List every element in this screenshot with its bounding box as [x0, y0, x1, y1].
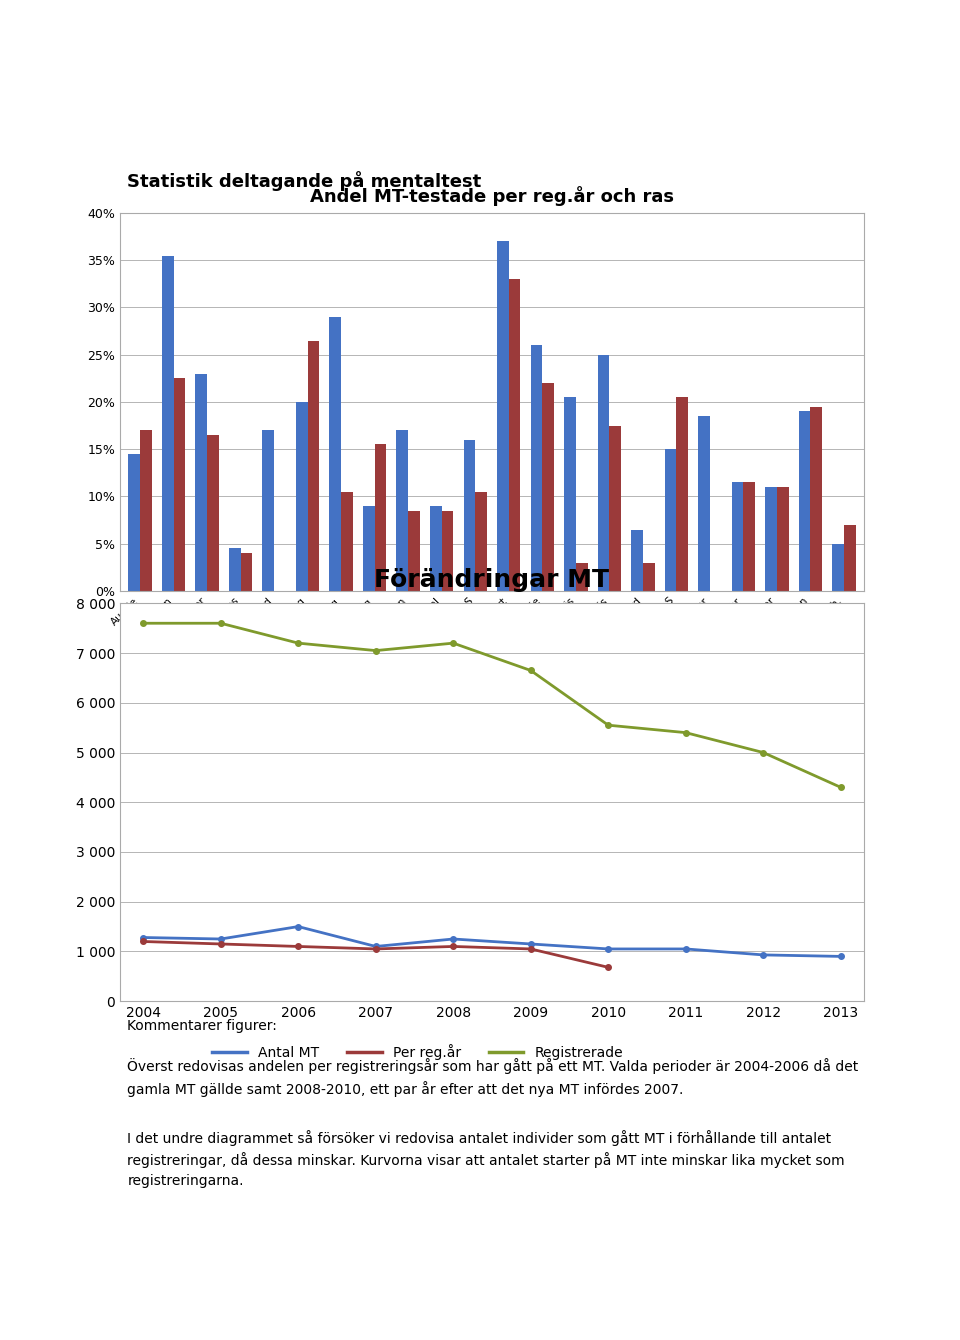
Bar	[162, 256, 174, 591]
Bar	[564, 397, 576, 591]
Bar	[396, 430, 408, 591]
Bar	[542, 383, 554, 591]
Title: Andel MT-testade per reg.år och ras: Andel MT-testade per reg.år och ras	[310, 186, 674, 206]
Bar	[643, 563, 655, 591]
Bar	[307, 340, 320, 591]
Bar	[228, 548, 241, 591]
Bar	[430, 507, 442, 591]
Bar	[576, 563, 588, 591]
Bar	[129, 454, 140, 591]
Bar	[743, 482, 756, 591]
Bar	[262, 430, 275, 591]
Text: Kommentarer figurer:: Kommentarer figurer:	[128, 1018, 277, 1033]
Text: I det undre diagrammet så försöker vi redovisa antalet individer som gått MT i f: I det undre diagrammet så försöker vi re…	[128, 1130, 845, 1187]
Bar	[610, 426, 621, 591]
Bar	[464, 440, 475, 591]
Legend: Antal MT, Per reg.år, Registrerade: Antal MT, Per reg.år, Registrerade	[206, 1038, 629, 1065]
Bar	[509, 279, 520, 591]
Bar	[664, 449, 677, 591]
Bar	[732, 482, 743, 591]
Bar	[196, 374, 207, 591]
Bar	[844, 525, 855, 591]
Bar	[374, 445, 387, 591]
Bar	[329, 318, 341, 591]
Bar	[296, 402, 307, 591]
Bar	[174, 378, 185, 591]
Bar	[531, 346, 542, 591]
Bar	[677, 397, 688, 591]
Bar	[832, 544, 844, 591]
Bar	[799, 411, 810, 591]
Legend: 2004-2006, 2008-2010: 2004-2006, 2008-2010	[288, 758, 517, 781]
Bar	[475, 492, 487, 591]
Bar	[810, 407, 822, 591]
Title: Förändringar MT: Förändringar MT	[374, 568, 610, 592]
Bar	[698, 417, 709, 591]
Bar	[363, 507, 374, 591]
Bar	[207, 436, 219, 591]
Bar	[597, 355, 610, 591]
Bar	[341, 492, 353, 591]
Bar	[442, 511, 453, 591]
Text: Överst redovisas andelen per registreringsår som har gått på ett MT. Valda perio: Överst redovisas andelen per registrerin…	[128, 1059, 858, 1096]
Bar	[777, 486, 788, 591]
Bar	[140, 430, 152, 591]
Text: Statistik deltagande på mentaltest: Statistik deltagande på mentaltest	[128, 170, 482, 190]
Bar	[631, 529, 643, 591]
Bar	[497, 241, 509, 591]
Bar	[408, 511, 420, 591]
Bar	[765, 486, 777, 591]
Bar	[241, 553, 252, 591]
